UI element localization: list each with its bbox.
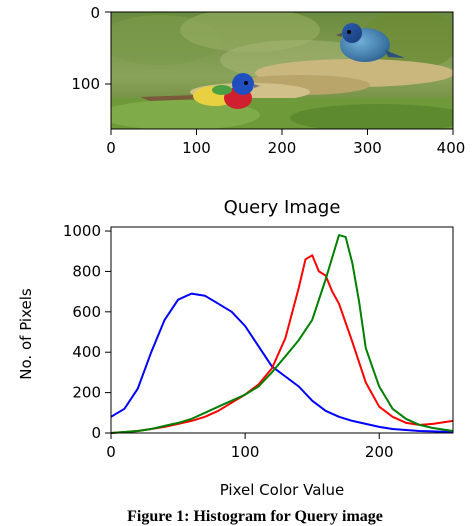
photo-x-tick-label: 300: [353, 139, 382, 157]
photo-y-tick-label: 100: [71, 75, 100, 93]
histogram-line-2: [110, 234, 454, 434]
y-tick-label: 0: [91, 424, 101, 442]
bird-photo: [111, 12, 453, 129]
x-axis-label: Pixel Color Value: [220, 481, 345, 499]
figure-caption: Figure 1: Histogram for Query image: [127, 508, 383, 525]
y-tick-label: 400: [72, 343, 101, 361]
x-tick-label: 0: [106, 443, 116, 461]
chart-title: Query Image: [224, 197, 341, 218]
x-tick-label: 100: [231, 443, 260, 461]
y-tick-label: 800: [72, 262, 101, 280]
histogram-line-1: [110, 254, 454, 434]
y-tick-label: 1000: [63, 222, 101, 240]
photo-panel: 0 100 0 100 200 300 400: [71, 4, 465, 157]
photo-x-tick-label: 400: [437, 139, 466, 157]
photo-y-ticks: 0 100: [71, 4, 111, 93]
x-axis-ticks: 0 100 200: [106, 433, 394, 461]
histogram-series: [110, 234, 454, 434]
histogram-panel: Query Image 0 200 400 600 800 1000 0 100 200 Pi…: [17, 197, 454, 499]
plot-frame: [110, 226, 454, 434]
y-tick-label: 200: [72, 384, 101, 402]
y-tick-label: 600: [72, 303, 101, 321]
x-tick-label: 200: [365, 443, 394, 461]
photo-x-tick-label: 200: [268, 139, 297, 157]
photo-x-tick-label: 0: [106, 139, 116, 157]
y-axis-ticks: 0 200 400 600 800 1000: [63, 222, 111, 442]
photo-y-tick-label: 0: [90, 4, 100, 22]
photo-x-tick-label: 100: [182, 139, 211, 157]
y-axis-label: No. of Pixels: [17, 288, 35, 380]
photo-x-ticks: 0 100 200 300 400: [106, 129, 465, 157]
histogram-line-0: [110, 292, 454, 433]
